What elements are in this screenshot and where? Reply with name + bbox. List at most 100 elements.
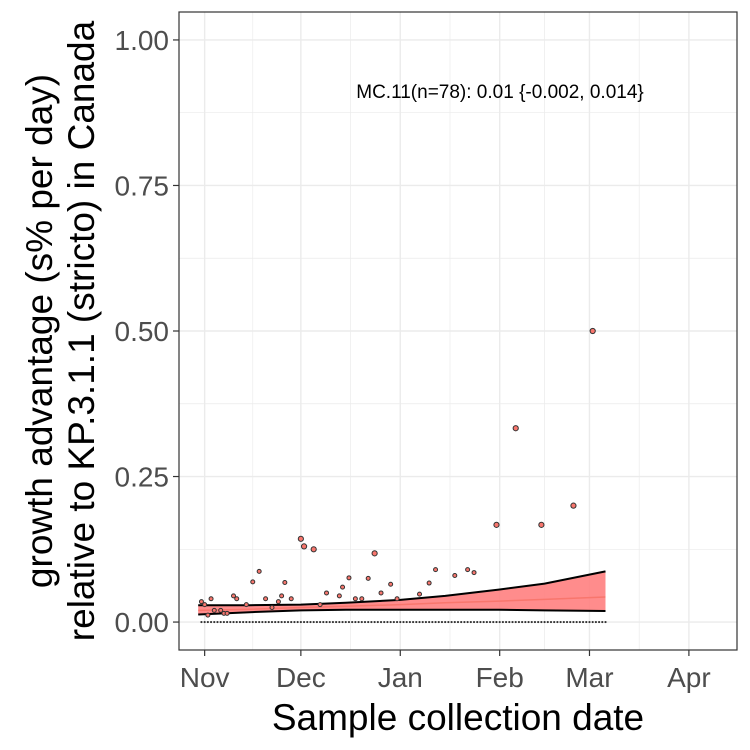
zero-point xyxy=(482,620,485,624)
data-point xyxy=(471,570,477,576)
zero-point xyxy=(549,620,553,624)
zero-point xyxy=(370,620,373,624)
zero-point xyxy=(280,620,283,624)
zero-point xyxy=(328,620,331,624)
zero-point xyxy=(351,620,354,624)
data-point xyxy=(300,543,308,550)
x-tick-label: Dec xyxy=(276,662,326,693)
x-axis-title: Sample collection date xyxy=(272,697,644,738)
data-point xyxy=(250,579,256,585)
data-point xyxy=(394,596,400,602)
zero-point xyxy=(469,620,472,624)
data-point xyxy=(570,502,577,509)
zero-point xyxy=(306,620,309,624)
ribbon-upper-bound xyxy=(198,570,606,607)
zero-point xyxy=(511,620,514,624)
data-point xyxy=(231,593,237,599)
ribbon-lower-bound xyxy=(198,608,606,616)
y-axis-title: growth advantage (s% per day) relative t… xyxy=(19,20,102,641)
zero-point xyxy=(226,620,229,624)
x-tick-label: Apr xyxy=(667,662,711,693)
zero-point xyxy=(485,620,488,624)
zero-point xyxy=(264,620,267,624)
zero-point xyxy=(357,620,360,624)
zero-point xyxy=(395,620,399,624)
data-point xyxy=(512,425,519,432)
zero-point xyxy=(492,620,495,624)
axis-ticks: 0.00 0.25 0.50 0.75 1.00 Nov Dec Jan Feb Mar Apr xyxy=(115,25,711,693)
zero-point xyxy=(450,620,453,624)
zero-point xyxy=(203,620,206,624)
data-point xyxy=(452,572,458,578)
zero-point xyxy=(338,620,341,624)
zero-point xyxy=(315,620,318,624)
zero-point xyxy=(290,620,293,624)
data-point xyxy=(269,605,275,611)
zero-point xyxy=(524,620,527,624)
zero-point xyxy=(453,620,456,624)
data-point xyxy=(211,607,217,613)
zero-point xyxy=(245,620,248,624)
data-point xyxy=(346,575,352,581)
data-point xyxy=(282,579,288,585)
zero-point xyxy=(267,620,270,624)
data-point xyxy=(218,607,224,613)
zero-point xyxy=(341,620,344,624)
x-tick-label: Feb xyxy=(476,662,524,693)
zero-point xyxy=(248,620,251,624)
data-point xyxy=(324,590,330,596)
zero-point xyxy=(335,620,338,624)
zero-point xyxy=(434,620,437,624)
zero-point xyxy=(251,620,254,624)
zero-point xyxy=(508,620,511,624)
zero-point xyxy=(376,620,379,624)
zero-point xyxy=(213,620,216,624)
zero-point xyxy=(585,620,588,624)
data-point xyxy=(388,581,394,587)
zero-point xyxy=(222,620,225,624)
confidence-ribbon xyxy=(198,571,606,615)
zero-point xyxy=(456,620,460,624)
data-point xyxy=(234,596,240,602)
zero-point xyxy=(283,620,286,624)
data-point xyxy=(493,521,500,528)
zero-point xyxy=(261,620,264,624)
zero-point xyxy=(569,620,572,624)
zero-point xyxy=(505,620,508,624)
zero-point xyxy=(200,620,203,624)
zero-point xyxy=(591,620,594,624)
zero-point xyxy=(408,620,411,624)
zero-point xyxy=(479,620,482,624)
zero-point xyxy=(444,620,447,624)
zero-point xyxy=(354,620,357,624)
zero-point xyxy=(581,620,585,624)
zero-point xyxy=(498,620,501,624)
data-point xyxy=(208,596,214,602)
zero-value-points xyxy=(200,620,607,624)
zero-point xyxy=(565,620,569,624)
x-tick-label: Mar xyxy=(565,662,613,693)
zero-point xyxy=(270,620,274,624)
annotation-text: MC.11(n=78): 0.01 {-0.002, 0.014} xyxy=(356,82,644,103)
zero-point xyxy=(447,620,450,624)
zero-point xyxy=(363,620,367,624)
data-point xyxy=(279,593,285,599)
zero-point xyxy=(463,620,466,624)
zero-point xyxy=(286,620,290,624)
data-point xyxy=(465,567,471,573)
zero-point xyxy=(312,620,315,624)
zero-point xyxy=(517,620,521,624)
data-point xyxy=(336,593,342,599)
zero-point xyxy=(254,620,258,624)
data-point xyxy=(426,580,432,586)
data-point xyxy=(263,596,269,602)
y-tick-label: 0.00 xyxy=(115,607,170,638)
zero-point xyxy=(537,620,540,624)
zero-point xyxy=(533,620,537,624)
zero-point xyxy=(476,620,479,624)
zero-point xyxy=(229,620,232,624)
zero-point xyxy=(232,620,235,624)
data-point xyxy=(352,596,358,602)
data-point xyxy=(198,599,204,605)
